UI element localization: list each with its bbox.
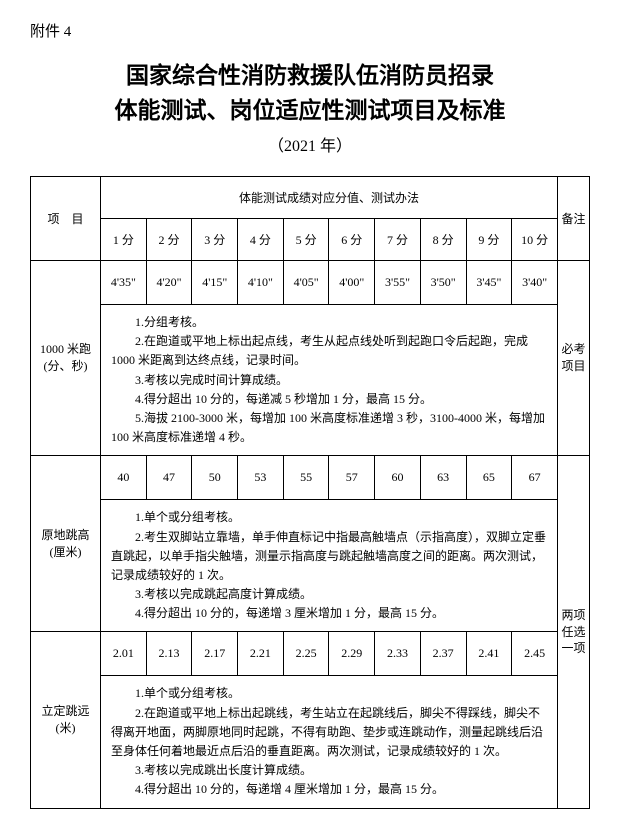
r1-v10: 3'40" bbox=[512, 261, 558, 305]
desc-jump-high: 1.单个或分组考核。 2.考生双脚站立靠墙，单手伸直标记中指最高触墙点（示指高度… bbox=[101, 500, 558, 632]
r3-v10: 2.45 bbox=[512, 632, 558, 676]
r3-v6: 2.29 bbox=[329, 632, 375, 676]
r3-v8: 2.37 bbox=[420, 632, 466, 676]
r3-d1: 1.单个或分组考核。 bbox=[111, 684, 547, 703]
r2-v8: 63 bbox=[420, 456, 466, 500]
r2-v10: 67 bbox=[512, 456, 558, 500]
title-line1: 国家综合性消防救援队伍消防员招录 bbox=[30, 59, 590, 94]
r2-v7: 60 bbox=[375, 456, 421, 500]
score-h-10: 10 分 bbox=[512, 219, 558, 261]
score-h-6: 6 分 bbox=[329, 219, 375, 261]
score-h-5: 5 分 bbox=[283, 219, 329, 261]
score-h-4: 4 分 bbox=[238, 219, 284, 261]
score-h-9: 9 分 bbox=[466, 219, 512, 261]
r2-v4: 53 bbox=[238, 456, 284, 500]
remark-required: 必考 项目 bbox=[558, 261, 590, 456]
r2-d4: 4.得分超出 10 分的，每递增 3 厘米增加 1 分，最高 15 分。 bbox=[111, 604, 547, 623]
r1-v6: 4'00" bbox=[329, 261, 375, 305]
r1-v7: 3'55" bbox=[375, 261, 421, 305]
project-long-jump: 立定跳远 (米) bbox=[31, 632, 101, 808]
title-year: （2021 年） bbox=[30, 132, 590, 156]
r1-v9: 3'45" bbox=[466, 261, 512, 305]
r1-v5: 4'05" bbox=[283, 261, 329, 305]
score-h-8: 8 分 bbox=[420, 219, 466, 261]
r2-v3: 50 bbox=[192, 456, 238, 500]
title-line2: 体能测试、岗位适应性测试项目及标准 bbox=[30, 94, 590, 129]
project-jump-high: 原地跳高 (厘米) bbox=[31, 456, 101, 632]
r2-v9: 65 bbox=[466, 456, 512, 500]
r1-d5: 5.海拔 2100-3000 米，每增加 100 米高度标准递增 3 秒，310… bbox=[111, 409, 547, 447]
project-1000m: 1000 米跑 (分、秒) bbox=[31, 261, 101, 456]
r1-v8: 3'50" bbox=[420, 261, 466, 305]
desc-long-jump: 1.单个或分组考核。 2.在跑道或平地上标出起跳线，考生站立在起跳线后，脚尖不得… bbox=[101, 676, 558, 808]
r3-v3: 2.17 bbox=[192, 632, 238, 676]
r3-v9: 2.41 bbox=[466, 632, 512, 676]
r1-d2: 2.在跑道或平地上标出起点线，考生从起点线处听到起跑口令后起跑，完成 1000 … bbox=[111, 332, 547, 370]
remark-choose-one: 两项 任选 一项 bbox=[558, 456, 590, 808]
header-score-title: 体能测试成绩对应分值、测试办法 bbox=[101, 177, 558, 219]
r1-d1: 1.分组考核。 bbox=[111, 313, 547, 332]
r2-d2: 2.考生双脚站立靠墙，单手伸直标记中指最高触墙点（示指高度），双脚立定垂直跳起，… bbox=[111, 528, 547, 586]
r3-d4: 4.得分超出 10 分的，每递增 4 厘米增加 1 分，最高 15 分。 bbox=[111, 780, 547, 799]
r1-v3: 4'15" bbox=[192, 261, 238, 305]
r3-v1: 2.01 bbox=[101, 632, 147, 676]
r2-d1: 1.单个或分组考核。 bbox=[111, 508, 547, 527]
r2-v2: 47 bbox=[146, 456, 192, 500]
r1-v4: 4'10" bbox=[238, 261, 284, 305]
r2-v5: 55 bbox=[283, 456, 329, 500]
score-h-7: 7 分 bbox=[375, 219, 421, 261]
score-h-1: 1 分 bbox=[101, 219, 147, 261]
r2-d3: 3.考核以完成跳起高度计算成绩。 bbox=[111, 585, 547, 604]
r2-v6: 57 bbox=[329, 456, 375, 500]
r1-d3: 3.考核以完成时间计算成绩。 bbox=[111, 371, 547, 390]
header-remark: 备注 bbox=[558, 177, 590, 261]
score-h-3: 3 分 bbox=[192, 219, 238, 261]
r3-v4: 2.21 bbox=[238, 632, 284, 676]
r3-v7: 2.33 bbox=[375, 632, 421, 676]
title-block: 国家综合性消防救援队伍消防员招录 体能测试、岗位适应性测试项目及标准 （2021… bbox=[30, 59, 590, 156]
header-project: 项 目 bbox=[31, 177, 101, 261]
r3-v2: 2.13 bbox=[146, 632, 192, 676]
r3-v5: 2.25 bbox=[283, 632, 329, 676]
r1-v2: 4'20" bbox=[146, 261, 192, 305]
desc-1000m: 1.分组考核。 2.在跑道或平地上标出起点线，考生从起点线处听到起跑口令后起跑，… bbox=[101, 305, 558, 456]
score-h-2: 2 分 bbox=[146, 219, 192, 261]
standards-table: 项 目 体能测试成绩对应分值、测试办法 备注 1 分 2 分 3 分 4 分 5… bbox=[30, 176, 590, 809]
r1-d4: 4.得分超出 10 分的，每递减 5 秒增加 1 分，最高 15 分。 bbox=[111, 390, 547, 409]
r2-v1: 40 bbox=[101, 456, 147, 500]
r3-d2: 2.在跑道或平地上标出起跳线，考生站立在起跳线后，脚尖不得踩线，脚尖不得离开地面… bbox=[111, 704, 547, 762]
attachment-label: 附件 4 bbox=[30, 20, 590, 41]
r1-v1: 4'35" bbox=[101, 261, 147, 305]
r3-d3: 3.考核以完成跳出长度计算成绩。 bbox=[111, 761, 547, 780]
